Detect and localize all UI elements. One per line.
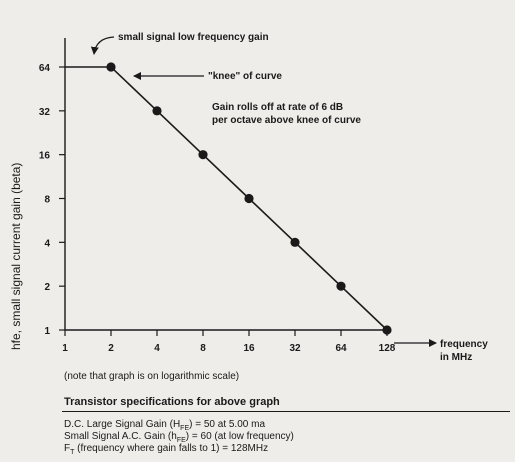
low-frequency-gain-arrow — [90, 36, 115, 55]
x-tick-label: 16 — [243, 343, 255, 354]
axes — [64, 38, 387, 331]
log-scale-note: (note that graph is on logarithmic scale… — [64, 371, 240, 382]
low-frequency-gain-annotation: small signal low frequency gain — [118, 32, 269, 43]
specs-title: Transistor specifications for above grap… — [64, 396, 280, 408]
x-tick-labels: 1 2 4 8 16 32 64 128 — [62, 330, 396, 354]
data-point — [382, 325, 392, 335]
x-tick-label: 32 — [289, 343, 301, 354]
y-tick-label: 16 — [39, 151, 51, 162]
data-point — [290, 237, 300, 247]
y-tick-labels: 1 2 4 8 16 32 64 — [39, 63, 65, 337]
specs-divider — [62, 411, 510, 412]
rolloff-annotation-line1: Gain rolls off at rate of 6 dB — [212, 102, 343, 113]
data-point — [336, 281, 346, 291]
y-tick-label: 32 — [39, 107, 51, 118]
y-tick-label: 4 — [44, 238, 50, 249]
gain-vs-frequency-chart: 1 2 4 8 16 32 64 128 1 2 4 8 16 32 64 hfe, small sign… — [9, 32, 488, 363]
x-tick-label: 4 — [154, 343, 160, 354]
data-point — [244, 193, 254, 204]
y-tick-label: 2 — [44, 282, 50, 293]
y-tick-label: 1 — [44, 326, 50, 337]
x-tick-label: 64 — [335, 343, 347, 354]
knee-annotation: "knee" of curve — [208, 71, 282, 82]
gain-curve-line — [65, 66, 388, 331]
data-markers — [106, 62, 392, 335]
x-tick-label: 128 — [379, 343, 396, 354]
x-tick-label: 8 — [200, 343, 206, 354]
spec-dc-gain: D.C. Large Signal Gain (HFE) = 50 at 5.0… — [64, 419, 266, 432]
y-axis-label: hfe, small signal current gain (beta) — [9, 163, 23, 350]
x-tick-label: 1 — [62, 343, 68, 354]
data-point — [152, 106, 162, 116]
x-axis-label-line2: in MHz — [440, 352, 472, 363]
rolloff-annotation-line2: per octave above knee of curve — [212, 115, 361, 126]
series-group — [65, 66, 388, 331]
x-tick-label: 2 — [108, 343, 114, 354]
y-tick-label: 8 — [44, 195, 50, 206]
data-point — [106, 62, 116, 72]
spec-ft: FT (frequency where gain falls to 1) = 1… — [64, 443, 269, 456]
spec-ac-gain: Small Signal A.C. Gain (hFE) = 60 (at lo… — [64, 431, 294, 444]
data-point — [198, 150, 208, 160]
y-tick-label: 64 — [39, 63, 51, 74]
x-axis-label-line1: frequency — [440, 339, 488, 350]
